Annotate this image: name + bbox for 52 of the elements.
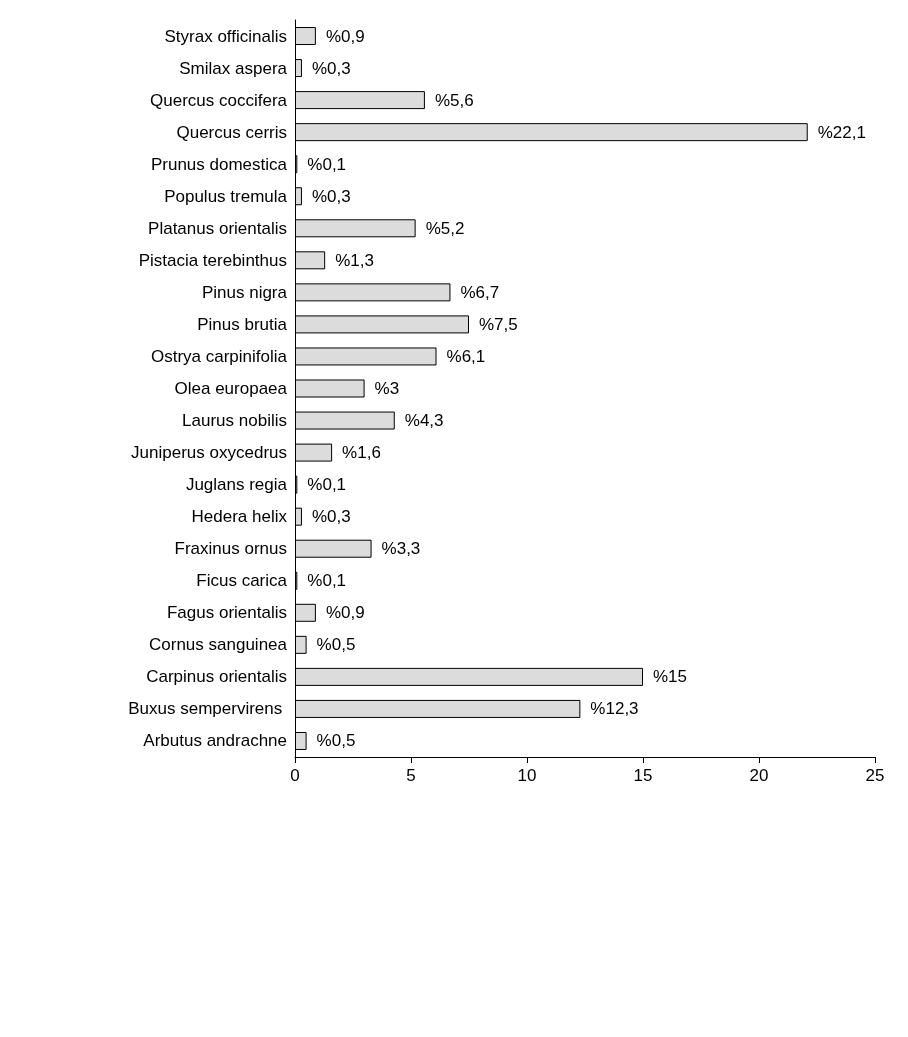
y-tick-label: Fagus orientalis <box>166 603 287 623</box>
y-tick-label: Carpinus orientalis <box>146 667 287 687</box>
data-label: %22,1 <box>817 122 866 142</box>
y-tick-label: Juniperus oxycedrus <box>131 443 287 463</box>
x-tick-label: 0 <box>290 766 300 785</box>
y-tick-label: Arbutus andrachne <box>143 731 287 751</box>
y-tick-label: Olea europaea <box>174 379 288 398</box>
y-tick-label: Pinus brutia <box>197 314 288 334</box>
data-label: %15 <box>653 667 688 687</box>
x-tick-label: 20 <box>749 766 769 785</box>
y-tick-label: Cornus sanguinea <box>149 635 288 655</box>
data-label: %0,3 <box>311 58 351 78</box>
data-label: %0,5 <box>316 635 356 655</box>
data-label: %5,2 <box>425 218 465 238</box>
data-label: %3,3 <box>381 539 421 559</box>
y-tick-label: Quercus cerris <box>176 122 287 142</box>
data-label: %0,1 <box>307 154 347 174</box>
y-tick-label: Laurus nobilis <box>182 411 287 431</box>
data-label: %4,3 <box>404 411 444 431</box>
y-tick-label: Smilax aspera <box>179 58 288 78</box>
y-tick-label: Styrax officinalis <box>164 26 287 46</box>
y-tick-label: Quercus coccifera <box>150 90 288 110</box>
y-tick-label: Ficus carica <box>196 571 288 591</box>
y-tick-label: Pistacia terebinthus <box>138 250 287 270</box>
y-tick-label: Fraxinus ornus <box>174 539 287 559</box>
data-label: %0,9 <box>325 603 365 623</box>
x-tick-label: 25 <box>865 766 885 785</box>
data-label: %0,1 <box>307 571 347 591</box>
data-label: %0,9 <box>325 26 365 46</box>
data-label: %0,3 <box>311 186 351 206</box>
data-label: %5,6 <box>434 90 474 110</box>
data-label: %12,3 <box>590 699 639 719</box>
data-label: %3 <box>374 379 400 398</box>
data-label: %6,1 <box>446 346 486 366</box>
x-tick-label: 5 <box>406 766 416 785</box>
y-tick-label: Prunus domestica <box>150 154 288 174</box>
data-label: %1,6 <box>342 443 381 463</box>
y-tick-label: Juglans regia <box>185 475 288 495</box>
y-tick-label: Buxus sempervirens <box>128 699 287 719</box>
y-tick-label: Platanus orientalis <box>148 218 287 238</box>
data-label: %1,3 <box>335 250 374 270</box>
data-label: %7,5 <box>479 314 518 334</box>
y-tick-label: Hedera helix <box>191 507 288 527</box>
data-label: %0,3 <box>311 507 351 527</box>
y-tick-label: Ostrya carpinifolia <box>150 346 288 366</box>
x-tick-label: 10 <box>517 766 537 785</box>
data-label: %6,7 <box>460 282 500 302</box>
y-tick-label: Populus tremula <box>164 186 288 206</box>
x-tick-label: 15 <box>633 766 653 785</box>
data-label: %0,5 <box>316 731 356 751</box>
y-tick-label: Pinus nigra <box>201 282 288 302</box>
data-label: %0,1 <box>307 475 347 495</box>
